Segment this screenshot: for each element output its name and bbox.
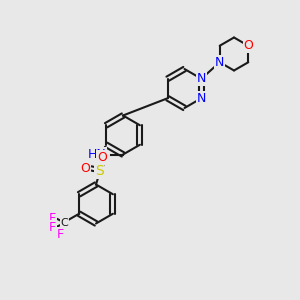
Text: N: N (215, 56, 224, 69)
Text: C: C (60, 218, 68, 228)
Text: O: O (81, 161, 90, 175)
Text: N: N (197, 72, 206, 85)
Text: F: F (49, 221, 56, 234)
Text: N: N (197, 92, 206, 105)
Text: F: F (57, 228, 64, 241)
Text: HN: HN (88, 148, 106, 161)
Text: O: O (243, 39, 253, 52)
Text: O: O (97, 151, 107, 164)
Text: F: F (49, 212, 56, 225)
Text: S: S (94, 164, 103, 178)
